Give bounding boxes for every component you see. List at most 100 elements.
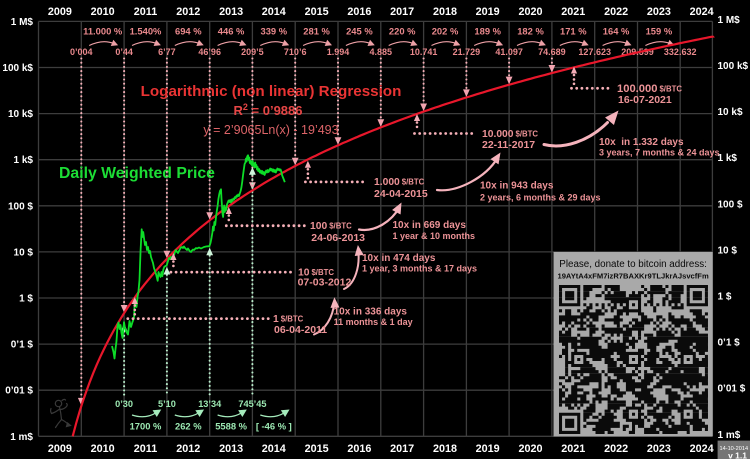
svg-text:21.729: 21.729 <box>453 47 481 57</box>
svg-text:1 M$: 1 M$ <box>718 15 741 26</box>
svg-text:14-10-2014: 14-10-2014 <box>719 446 748 452</box>
svg-text:100 k$: 100 k$ <box>718 61 749 72</box>
svg-text:10x in 1.332 days: 10x in 1.332 days <box>599 137 684 148</box>
svg-text:2020: 2020 <box>518 6 542 18</box>
svg-text:1$/BTC: 1 $/BTC <box>273 314 304 325</box>
svg-text:0’44: 0’44 <box>115 47 133 57</box>
svg-text:2011: 2011 <box>134 443 157 455</box>
svg-text:10x in 474 days: 10x in 474 days <box>362 253 436 264</box>
svg-text:2015: 2015 <box>305 6 329 18</box>
svg-text:0’1 $: 0’1 $ <box>11 340 34 351</box>
svg-text:24-04-2015: 24-04-2015 <box>374 188 428 200</box>
svg-text:2021: 2021 <box>561 6 585 18</box>
svg-text:10.741: 10.741 <box>410 47 438 57</box>
svg-text:74.689: 74.689 <box>538 47 566 57</box>
svg-text:2015: 2015 <box>305 443 329 455</box>
svg-text:209’5: 209’5 <box>241 47 264 57</box>
svg-text:2022: 2022 <box>604 6 628 18</box>
svg-text:281 %: 281 % <box>303 26 330 37</box>
svg-text:11.000 %: 11.000 % <box>83 26 123 37</box>
svg-text:10 $: 10 $ <box>718 245 738 256</box>
svg-text:694 %: 694 % <box>175 26 202 37</box>
svg-text:2024: 2024 <box>690 443 714 455</box>
svg-text:171 %: 171 % <box>560 26 587 37</box>
svg-text:1 m$: 1 m$ <box>718 430 741 441</box>
svg-text:1.000$/BTC: 1.000 $/BTC <box>374 177 425 188</box>
svg-text:10 $: 10 $ <box>14 247 34 258</box>
svg-text:Please, donate to bitcoin addr: Please, donate to bitcoin address: <box>559 259 707 270</box>
svg-text:1 year, 3 months & 17 days: 1 year, 3 months & 17 days <box>362 264 477 274</box>
svg-text:13’34: 13’34 <box>198 399 222 409</box>
svg-text:Daily Weighted Price: Daily Weighted Price <box>59 165 215 182</box>
svg-text:2019: 2019 <box>476 6 500 18</box>
svg-text:2016: 2016 <box>347 443 371 455</box>
svg-text:Logarithmic (non linear) Regre: Logarithmic (non linear) Regression <box>141 83 402 100</box>
svg-text:46’96: 46’96 <box>198 47 221 57</box>
svg-text:2010: 2010 <box>91 443 115 455</box>
svg-text:2014: 2014 <box>262 443 286 455</box>
svg-text:2012: 2012 <box>176 6 200 18</box>
svg-text:1700 %: 1700 % <box>130 421 162 432</box>
svg-text:24-06-2013: 24-06-2013 <box>311 232 365 244</box>
svg-text:22-11-2017: 22-11-2017 <box>482 139 535 151</box>
svg-text:6’77: 6’77 <box>158 47 176 57</box>
svg-text:2009: 2009 <box>48 443 72 455</box>
svg-text:2012: 2012 <box>176 443 200 455</box>
svg-text:0’01 $: 0’01 $ <box>5 386 33 397</box>
svg-text:0’30: 0’30 <box>115 399 133 409</box>
svg-text:202 %: 202 % <box>432 26 459 37</box>
svg-text:100.000$/BTC: 100.000 $/BTC <box>617 83 682 95</box>
svg-text:1 M$: 1 M$ <box>11 17 34 28</box>
svg-text:v 1.1: v 1.1 <box>728 450 747 459</box>
svg-text:07-03-2012: 07-03-2012 <box>298 277 352 289</box>
svg-text:5588 %: 5588 % <box>215 421 247 432</box>
svg-text:339 %: 339 % <box>261 26 288 37</box>
svg-text:R2 = 0’9886: R2 = 0’9886 <box>234 102 303 118</box>
svg-text:2017: 2017 <box>390 6 414 18</box>
svg-text:1.994: 1.994 <box>327 47 350 57</box>
svg-text:19AYtA4xFM7izR7BAXKr9TLJkrAJsv: 19AYtA4xFM7izR7BAXKr9TLJkrAJsvcfFm <box>557 272 708 281</box>
svg-text:262 %: 262 % <box>175 421 202 432</box>
svg-text:10x in 336 days: 10x in 336 days <box>334 307 408 318</box>
svg-text:[ -46 % ]: [ -46 % ] <box>256 421 292 432</box>
svg-text:1.540%: 1.540% <box>130 26 162 37</box>
svg-text:182 %: 182 % <box>517 26 544 37</box>
svg-text:2013: 2013 <box>219 443 243 455</box>
svg-text:332.632: 332.632 <box>664 47 697 57</box>
svg-text:2019: 2019 <box>476 443 500 455</box>
svg-text:2022: 2022 <box>604 443 628 455</box>
svg-text:0’004: 0’004 <box>70 47 93 57</box>
svg-text:16-07-2021: 16-07-2021 <box>618 94 672 106</box>
svg-text:164 %: 164 % <box>603 26 630 37</box>
svg-text:2014: 2014 <box>262 6 286 18</box>
svg-text:10.000$/BTC: 10.000 $/BTC <box>482 129 538 140</box>
svg-text:2023: 2023 <box>647 443 671 455</box>
svg-text:10x in 943 days: 10x in 943 days <box>480 181 554 192</box>
svg-text:2013: 2013 <box>219 6 243 18</box>
svg-text:0’1 $: 0’1 $ <box>718 338 741 349</box>
svg-text:220 %: 220 % <box>389 26 416 37</box>
svg-text:745’45: 745’45 <box>238 399 266 409</box>
svg-text:10 k$: 10 k$ <box>718 107 743 118</box>
svg-text:2009: 2009 <box>48 6 72 18</box>
svg-text:0’01 $: 0’01 $ <box>718 384 746 395</box>
svg-text:10$/BTC: 10 $/BTC <box>298 268 334 279</box>
svg-text:11 months & 1 day: 11 months & 1 day <box>334 317 413 327</box>
svg-text:710’6: 710’6 <box>284 47 307 57</box>
svg-text:1 year & 10 months: 1 year & 10 months <box>393 231 476 241</box>
svg-text:2017: 2017 <box>390 443 414 455</box>
svg-text:2018: 2018 <box>433 6 457 18</box>
svg-text:1 $: 1 $ <box>718 292 732 303</box>
svg-text:2021: 2021 <box>561 443 585 455</box>
svg-text:y = 2’9065Ln(x) - 19’493: y = 2’9065Ln(x) - 19’493 <box>203 123 338 137</box>
svg-text:2 years, 6 months & 29 days: 2 years, 6 months & 29 days <box>480 193 601 203</box>
svg-text:4.885: 4.885 <box>370 47 393 57</box>
svg-text:100 $: 100 $ <box>718 199 743 210</box>
svg-text:5’10: 5’10 <box>158 399 176 409</box>
svg-text:2010: 2010 <box>91 6 115 18</box>
svg-text:127.623: 127.623 <box>578 47 611 57</box>
svg-text:2023: 2023 <box>647 6 671 18</box>
svg-text:1 k$: 1 k$ <box>718 153 738 164</box>
svg-text:2024: 2024 <box>690 6 714 18</box>
svg-text:245 %: 245 % <box>346 26 373 37</box>
